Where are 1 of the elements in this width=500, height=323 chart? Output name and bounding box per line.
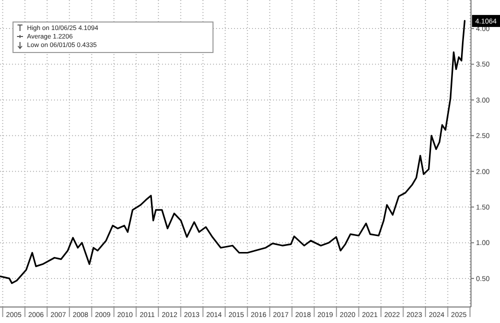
line-series [0, 20, 466, 284]
